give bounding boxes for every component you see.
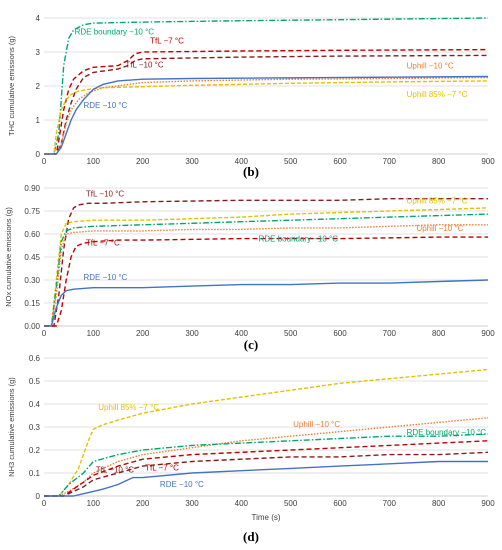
series-annotation: Uphill 85% −7 °C [407, 196, 468, 205]
series-annotation: RDE −10 °C [83, 101, 127, 110]
x-tick-label: 0 [42, 329, 47, 338]
series-annotation: Uphill 85% −7 °C [407, 90, 468, 99]
x-tick-label: 600 [333, 329, 347, 338]
y-tick-label: 0.4 [29, 400, 41, 409]
y-tick-label: 0.1 [29, 469, 41, 478]
series-line [44, 75, 489, 155]
panel-label: (c) [244, 337, 258, 352]
x-tick-label: 100 [87, 157, 101, 166]
series-line [44, 80, 489, 155]
series-annotation: RDE −10 °C [160, 480, 204, 489]
y-axis-label: NH3 cumulative emissions (g) [7, 377, 16, 477]
series-annotation: TfL −7 °C [150, 37, 184, 46]
series-annotation: TfL −10 °C [86, 189, 124, 198]
x-tick-label: 600 [333, 499, 347, 508]
y-tick-label: 3 [36, 48, 41, 57]
x-tick-label: 800 [432, 329, 446, 338]
series-line [44, 417, 489, 497]
x-tick-label: 700 [383, 499, 397, 508]
series-annotation: Uphill −10 °C [293, 420, 340, 429]
series-line [44, 451, 489, 497]
x-tick-label: 0 [42, 499, 47, 508]
series-line [44, 440, 489, 497]
x-tick-label: 200 [136, 329, 150, 338]
y-tick-label: 0 [36, 492, 41, 501]
series-annotation: Uphill 85% −7 °C [98, 403, 159, 412]
series-annotation: TfL −10 °C [96, 466, 134, 475]
y-tick-label: 0.5 [29, 377, 41, 386]
series-annotation: RDE −10 °C [83, 273, 127, 282]
x-axis-label: Time (s) [251, 513, 280, 522]
x-tick-label: 400 [235, 157, 249, 166]
series-line [44, 198, 488, 327]
series-line [44, 224, 488, 327]
x-tick-label: 700 [383, 329, 397, 338]
series-line [44, 236, 488, 327]
y-tick-label: 0 [36, 150, 41, 159]
x-tick-label: 700 [383, 157, 397, 166]
x-tick-label: 500 [284, 499, 298, 508]
series-line [44, 433, 489, 497]
series-line [44, 213, 489, 327]
chart-nh3: 0 0.1 0.2 0.3 0.4 0.5 0.6 0 100 200 300 400 500 600 70… [7, 354, 495, 544]
x-tick-label: 300 [185, 329, 199, 338]
series-line [44, 17, 489, 155]
series-annotation: Uphill −10 °C [407, 61, 454, 70]
chart-nox: 0.00 0.15 0.30 0.45 0.60 0.75 0.90 0 100 200 300 40… [4, 184, 495, 352]
x-tick-label: 400 [235, 499, 249, 508]
series-annotation: TfL −7 °C [86, 239, 120, 248]
x-tick-label: 400 [235, 329, 249, 338]
series-annotation: RDE boundary −10 °C [259, 235, 339, 244]
x-tick-label: 500 [284, 329, 298, 338]
y-tick-label: 0.2 [29, 446, 41, 455]
y-tick-label: 0.00 [24, 322, 40, 331]
x-tick-label: 300 [185, 499, 199, 508]
series-annotation: Uphill −10 °C [416, 224, 463, 233]
x-tick-label: 0 [42, 157, 47, 166]
x-tick-label: 100 [87, 499, 101, 508]
y-tick-label: 4 [36, 14, 41, 23]
x-tick-label: 600 [333, 157, 347, 166]
y-tick-label: 2 [36, 82, 41, 91]
series-annotation: RDE boundary −10 °C [407, 428, 487, 437]
y-tick-label: 0.15 [24, 299, 40, 308]
y-tick-label: 0.30 [24, 276, 40, 285]
x-tick-label: 200 [136, 157, 150, 166]
y-tick-label: 1 [36, 116, 41, 125]
panel-label: (b) [243, 164, 259, 179]
y-tick-label: 0.45 [24, 253, 40, 262]
y-tick-label: 0.6 [29, 354, 41, 363]
x-tick-label: 900 [481, 157, 495, 166]
y-tick-label: 0.90 [24, 184, 40, 193]
series-line [44, 460, 488, 497]
x-tick-label: 900 [481, 329, 495, 338]
chart-thc: 0 1 2 3 4 0 100 200 300 400 500 600 700 800 900 THC cum… [7, 14, 495, 179]
y-axis-label: THC cumulative emissions (g) [7, 35, 16, 136]
x-tick-label: 900 [481, 499, 495, 508]
x-tick-label: 300 [185, 157, 199, 166]
y-tick-label: 0.60 [24, 230, 40, 239]
y-tick-label: 0.75 [24, 207, 40, 216]
x-tick-label: 200 [136, 499, 150, 508]
y-tick-label: 0.3 [29, 423, 41, 432]
x-tick-label: 500 [284, 157, 298, 166]
series-annotation: TfL −10 °C [125, 60, 163, 69]
y-axis-label: NOx cumulative emissions (g) [4, 207, 13, 307]
series-line [44, 368, 489, 497]
panel-label: (d) [243, 529, 259, 544]
x-tick-label: 800 [432, 157, 446, 166]
series-line [44, 54, 489, 155]
x-tick-label: 100 [87, 329, 101, 338]
series-line [44, 48, 489, 155]
x-tick-label: 800 [432, 499, 446, 508]
series-annotation: TfL −7 °C [145, 464, 179, 473]
series-annotation: RDE boundary −10 °C [75, 27, 155, 36]
series-line [44, 207, 489, 327]
series-line [44, 279, 489, 327]
